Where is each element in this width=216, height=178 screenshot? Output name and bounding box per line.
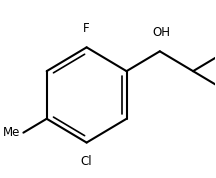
Text: Cl: Cl bbox=[81, 155, 92, 169]
Text: OH: OH bbox=[153, 26, 171, 39]
Text: F: F bbox=[83, 22, 90, 35]
Text: Me: Me bbox=[3, 126, 21, 139]
